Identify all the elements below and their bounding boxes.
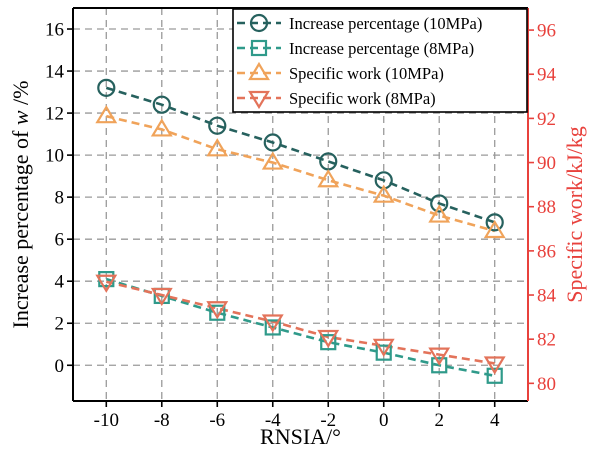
series-3-point xyxy=(483,219,506,239)
series-line-3 xyxy=(105,114,496,233)
legend-layer: Increase percentage (10MPa) Increase perc… xyxy=(232,8,528,113)
series-4-point xyxy=(206,301,229,320)
series-3-point xyxy=(317,169,340,188)
y-right-axis-title: Specific work/kJ/kg xyxy=(562,126,587,303)
series-2-point xyxy=(320,334,337,351)
y-left-axis-title: Increase percentage of w /% xyxy=(8,80,33,328)
y-right-tick-label: 96 xyxy=(537,21,556,42)
x-tick-label: 0 xyxy=(379,410,389,431)
y-left-title-suffix: /% xyxy=(8,80,33,110)
series-1-point xyxy=(485,213,504,232)
x-tick-label: 2 xyxy=(434,410,444,431)
series-4-point xyxy=(483,356,506,375)
x-tick-label: 4 xyxy=(490,410,500,431)
y-left-tick-label: 2 xyxy=(55,314,65,335)
y-right-tick-label: 86 xyxy=(537,241,556,262)
series-2-point xyxy=(264,319,281,336)
y-right-tick-label: 90 xyxy=(537,153,556,174)
x-tick-label: -4 xyxy=(265,410,281,431)
legend-marker-1 xyxy=(249,13,269,33)
y-right-tick-label: 82 xyxy=(537,330,556,351)
series-2-point xyxy=(431,357,448,374)
y-left-title-var: w xyxy=(8,110,33,125)
series-4-point xyxy=(95,274,118,293)
series-4-point xyxy=(372,338,395,357)
series-line-1 xyxy=(105,86,496,224)
x-tick-label: -2 xyxy=(320,410,336,431)
axes-layer: -10 -8 -6 -4 -2 0 2 4 0 2 4 6 8 10 12 14 16 80 82 84 86 88 90 9… xyxy=(8,7,587,449)
y-left-tick-label: 12 xyxy=(45,104,64,125)
series-4-point xyxy=(150,287,173,307)
x-tick-label: -10 xyxy=(94,410,119,431)
legend-label-1: Increase percentage (10MPa) xyxy=(289,14,482,33)
series-3-point xyxy=(261,151,284,170)
y-left-title-prefix: Increase percentage of xyxy=(8,125,33,328)
series-3-point xyxy=(206,138,229,157)
series-2-point xyxy=(209,304,226,321)
y-left-tick-label: 0 xyxy=(55,356,65,377)
series-1-point xyxy=(152,95,171,114)
series-4-point xyxy=(428,347,451,366)
y-left-tick-label: 14 xyxy=(45,62,65,83)
series-1-point xyxy=(97,78,116,97)
x-axis-title: RNSIA/° xyxy=(260,424,341,449)
series-3-point xyxy=(150,118,173,137)
series-1-point xyxy=(430,194,449,213)
series-line-2 xyxy=(105,277,495,378)
x-tick-label: -8 xyxy=(154,410,170,431)
y-right-tick-label: 88 xyxy=(537,197,556,218)
legend-marker-2 xyxy=(250,39,268,57)
series-line-4 xyxy=(105,280,495,365)
legend-marker-4 xyxy=(248,90,270,110)
legend-label-4: Specific work (8MPa) xyxy=(289,89,436,108)
y-left-tick-label: 8 xyxy=(55,188,65,209)
y-right-tick-label: 94 xyxy=(537,65,557,86)
y-right-tick-label: 92 xyxy=(537,109,556,130)
y-left-tick-label: 4 xyxy=(55,272,65,293)
legend-box xyxy=(232,8,528,113)
y-left-tick-label: 10 xyxy=(45,146,64,167)
series-3-point xyxy=(95,105,118,124)
series-4-point xyxy=(317,329,340,349)
y-left-tick-label: 6 xyxy=(55,230,65,251)
series-2-point xyxy=(375,344,392,361)
legend-marker-3 xyxy=(248,61,270,81)
series-2-point xyxy=(486,367,503,384)
series-3-point xyxy=(372,184,395,203)
series-1-point xyxy=(263,133,282,152)
y-left-tick-label: 16 xyxy=(45,20,64,41)
series-1-point xyxy=(208,116,227,135)
legend-label-2: Increase percentage (8MPa) xyxy=(289,39,474,58)
series-4-point xyxy=(261,314,284,333)
x-tick-label: -6 xyxy=(209,410,225,431)
series-layer xyxy=(95,78,506,384)
y-right-tick-label: 80 xyxy=(537,374,556,395)
series-3-point xyxy=(428,204,451,223)
legend-label-3: Specific work (10MPa) xyxy=(289,64,444,83)
y-right-tick-label: 84 xyxy=(537,286,557,307)
